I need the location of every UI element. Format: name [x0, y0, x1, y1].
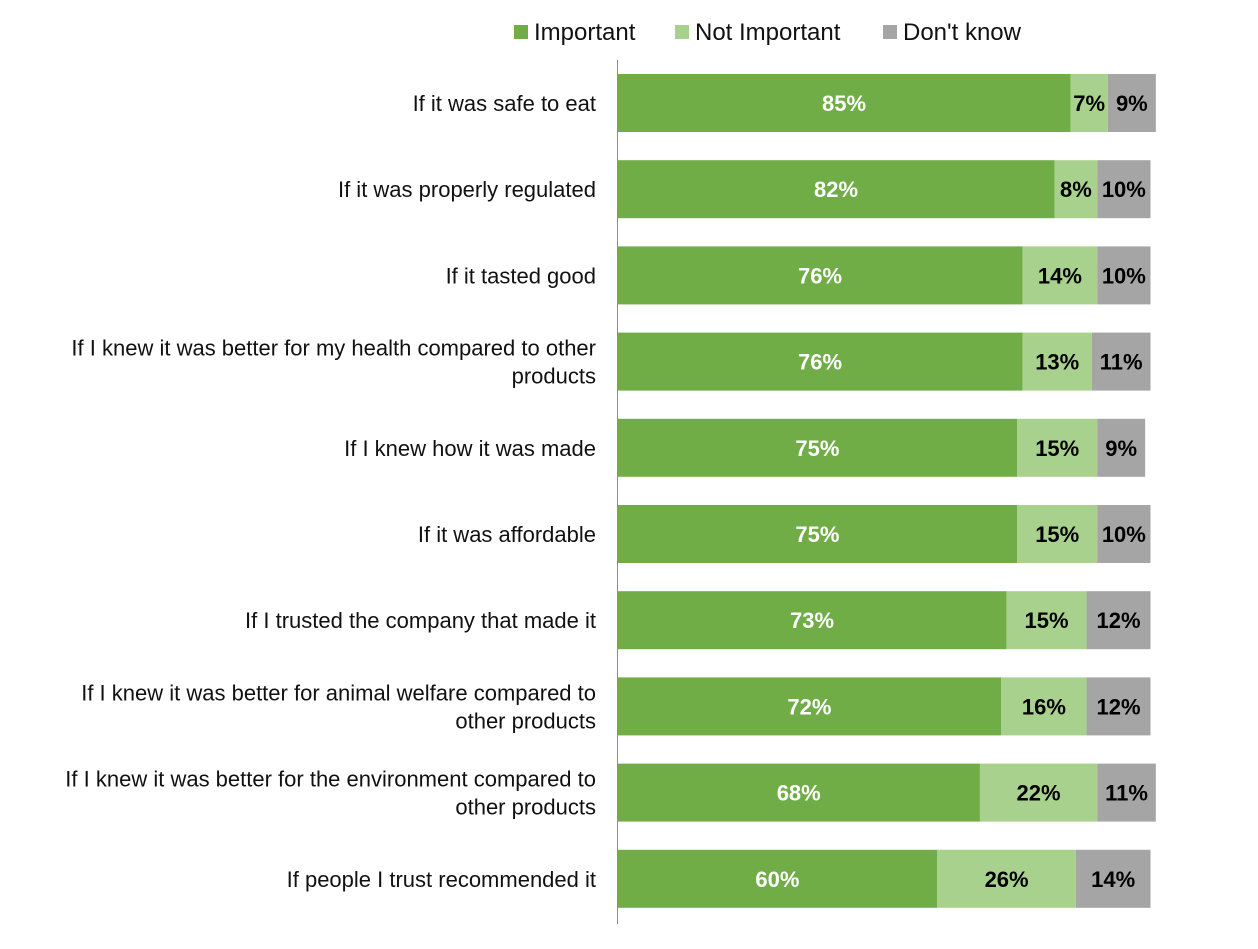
data-label-don-t-know: 10%: [1102, 522, 1146, 547]
category-label: If I trusted the company that made it: [245, 608, 596, 633]
data-label-important: 76%: [798, 263, 842, 288]
legend-label-important: Important: [534, 19, 636, 46]
bar-segment-not-important: [1070, 74, 1108, 132]
data-label-important: 76%: [798, 350, 842, 375]
category-label-line: If it was properly regulated: [338, 177, 596, 202]
bar-segment-important: [617, 246, 1023, 305]
bar-segment-not-important: [1006, 591, 1087, 650]
category-label-line: If I knew it was better for animal welfa…: [81, 680, 596, 705]
category-label-line: If it was affordable: [418, 522, 596, 547]
data-label-not-important: 22%: [1017, 781, 1061, 806]
category-label: If I knew it was better for the environm…: [65, 767, 596, 820]
bar-segment-not-important: [979, 763, 1098, 822]
category-label: If I knew how it was made: [344, 436, 596, 461]
data-label-important: 75%: [795, 522, 839, 547]
bar-segment-don-t-know: [1107, 74, 1156, 132]
data-label-don-t-know: 12%: [1096, 694, 1140, 719]
category-label: If I knew it was better for my health co…: [71, 336, 596, 389]
category-label-line: other products: [455, 795, 596, 820]
bar-segment-don-t-know: [1086, 677, 1151, 736]
data-label-not-important: 15%: [1035, 522, 1079, 547]
data-label-important: 85%: [822, 91, 866, 116]
bar-segment-don-t-know: [1091, 332, 1151, 391]
category-label: If people I trust recommended it: [287, 867, 596, 892]
bar-segment-not-important: [1017, 418, 1098, 477]
category-label-line: If I knew how it was made: [344, 436, 596, 461]
data-label-important: 68%: [777, 781, 821, 806]
data-label-not-important: 8%: [1060, 177, 1092, 202]
legend-swatch-important: [514, 25, 528, 39]
data-label-don-t-know: 10%: [1102, 177, 1146, 202]
data-label-don-t-know: 9%: [1105, 436, 1137, 461]
legend: Important Not Important Don't know: [514, 19, 1022, 46]
bar-segment-don-t-know: [1097, 418, 1146, 477]
category-label: If it tasted good: [446, 263, 596, 288]
category-label-line: If I knew it was better for my health co…: [71, 336, 596, 361]
bar-segment-not-important: [1001, 677, 1087, 736]
data-label-not-important: 7%: [1073, 91, 1105, 116]
data-label-don-t-know: 12%: [1096, 608, 1140, 633]
data-label-don-t-know: 11%: [1100, 350, 1143, 375]
category-label-line: If I knew it was better for the environm…: [65, 767, 596, 792]
bar-segment-important: [617, 763, 980, 822]
data-label-important: 75%: [795, 436, 839, 461]
category-label-line: If it tasted good: [446, 263, 596, 288]
legend-swatch-don-t-know: [883, 25, 897, 39]
category-label-line: other products: [455, 708, 596, 733]
data-label-not-important: 26%: [985, 867, 1029, 892]
bar-segment-important: [617, 677, 1002, 736]
bar-segment-not-important: [1022, 246, 1098, 305]
data-label-don-t-know: 10%: [1102, 263, 1146, 288]
data-label-not-important: 15%: [1035, 436, 1079, 461]
data-label-not-important: 15%: [1025, 608, 1069, 633]
bars: 85% 7% 9% 82% 8% 10% 76% 14% 10% 76% 13% 11% 75% 15% 9…: [617, 74, 1156, 908]
legend-swatch-not-important: [675, 25, 689, 39]
bar-segment-don-t-know: [1097, 246, 1151, 305]
data-label-don-t-know: 11%: [1105, 781, 1148, 806]
category-label-line: If it was safe to eat: [413, 91, 596, 116]
legend-label-don-t-know: Don't know: [903, 19, 1022, 46]
category-label: If it was affordable: [418, 522, 596, 547]
data-label-important: 82%: [814, 177, 858, 202]
bar-segment-important: [617, 849, 938, 908]
bar-segment-not-important: [1017, 505, 1098, 563]
category-labels: If it was safe to eat If it was properly …: [65, 91, 596, 892]
bar-segment-don-t-know: [1097, 160, 1151, 219]
data-label-not-important: 16%: [1022, 694, 1066, 719]
bar-segment-important: [617, 160, 1055, 219]
category-label-line: If people I trust recommended it: [287, 867, 596, 892]
legend-label-not-important: Not Important: [695, 19, 841, 46]
data-label-not-important: 13%: [1035, 350, 1079, 375]
bar-segment-important: [617, 418, 1018, 477]
data-label-don-t-know: 9%: [1116, 91, 1148, 116]
bar-segment-important: [617, 332, 1023, 391]
data-label-don-t-know: 14%: [1091, 867, 1135, 892]
bar-segment-important: [617, 505, 1018, 563]
bar-segment-not-important: [1054, 160, 1098, 219]
bar-segment-don-t-know: [1097, 505, 1151, 563]
bar-segment-don-t-know: [1086, 591, 1151, 650]
category-label: If I knew it was better for animal welfa…: [81, 680, 596, 733]
data-label-not-important: 14%: [1038, 263, 1082, 288]
bar-segment-don-t-know: [1097, 763, 1156, 822]
category-label-line: If I trusted the company that made it: [245, 608, 596, 633]
category-label: If it was safe to eat: [413, 91, 596, 116]
data-label-important: 72%: [787, 694, 831, 719]
data-label-important: 60%: [755, 867, 799, 892]
bar-segment-not-important: [1022, 332, 1092, 391]
bar-segment-don-t-know: [1075, 849, 1151, 908]
category-label: If it was properly regulated: [338, 177, 596, 202]
bar-segment-important: [617, 591, 1007, 650]
bar-segment-important: [617, 74, 1071, 132]
data-label-important: 73%: [790, 608, 834, 633]
bar-segment-not-important: [937, 849, 1076, 908]
category-label-line: products: [512, 364, 596, 389]
